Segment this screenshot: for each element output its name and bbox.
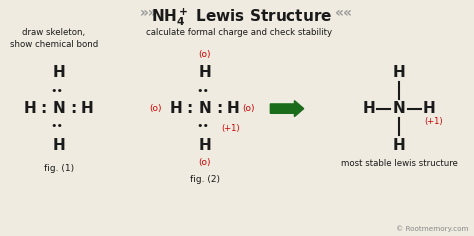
Text: H: H — [363, 101, 375, 116]
Text: »»: »» — [140, 6, 158, 20]
Text: (o): (o) — [150, 104, 162, 113]
Text: $\mathbf{NH_4^+}$ Lewis Structure: $\mathbf{NH_4^+}$ Lewis Structure — [151, 6, 332, 28]
Text: :: : — [186, 101, 192, 116]
Text: fig. (2): fig. (2) — [190, 175, 219, 185]
Text: H: H — [423, 101, 436, 116]
Text: fig. (1): fig. (1) — [44, 164, 73, 173]
Text: H: H — [393, 64, 406, 80]
Text: :: : — [40, 101, 46, 116]
Text: ••: •• — [196, 86, 210, 96]
Text: ««: «« — [335, 6, 353, 20]
Text: N: N — [198, 101, 211, 116]
Text: ••: •• — [50, 122, 64, 131]
Text: draw skeleton,
show chemical bond: draw skeleton, show chemical bond — [10, 28, 98, 49]
Text: H: H — [393, 138, 406, 153]
Text: :: : — [217, 101, 223, 116]
Text: ••: •• — [50, 86, 64, 96]
Text: H: H — [198, 64, 211, 80]
Text: H: H — [24, 101, 36, 116]
Text: (o): (o) — [198, 158, 211, 167]
Text: most stable lewis structure: most stable lewis structure — [341, 160, 457, 169]
Text: (+1): (+1) — [425, 117, 443, 126]
Text: :: : — [71, 101, 77, 116]
Text: calculate formal charge and check stability: calculate formal charge and check stabil… — [146, 28, 332, 37]
Text: N: N — [52, 101, 65, 116]
Text: (+1): (+1) — [221, 124, 239, 133]
Text: (o): (o) — [242, 104, 255, 113]
Text: H: H — [52, 138, 65, 153]
Text: (o): (o) — [198, 50, 211, 59]
FancyArrow shape — [270, 101, 304, 117]
Text: © Rootmemory.com: © Rootmemory.com — [396, 225, 469, 232]
Text: N: N — [393, 101, 406, 116]
Text: H: H — [52, 64, 65, 80]
Text: H: H — [81, 101, 94, 116]
Text: H: H — [169, 101, 182, 116]
Text: H: H — [227, 101, 240, 116]
Text: H: H — [198, 138, 211, 153]
Text: ••: •• — [196, 122, 210, 131]
